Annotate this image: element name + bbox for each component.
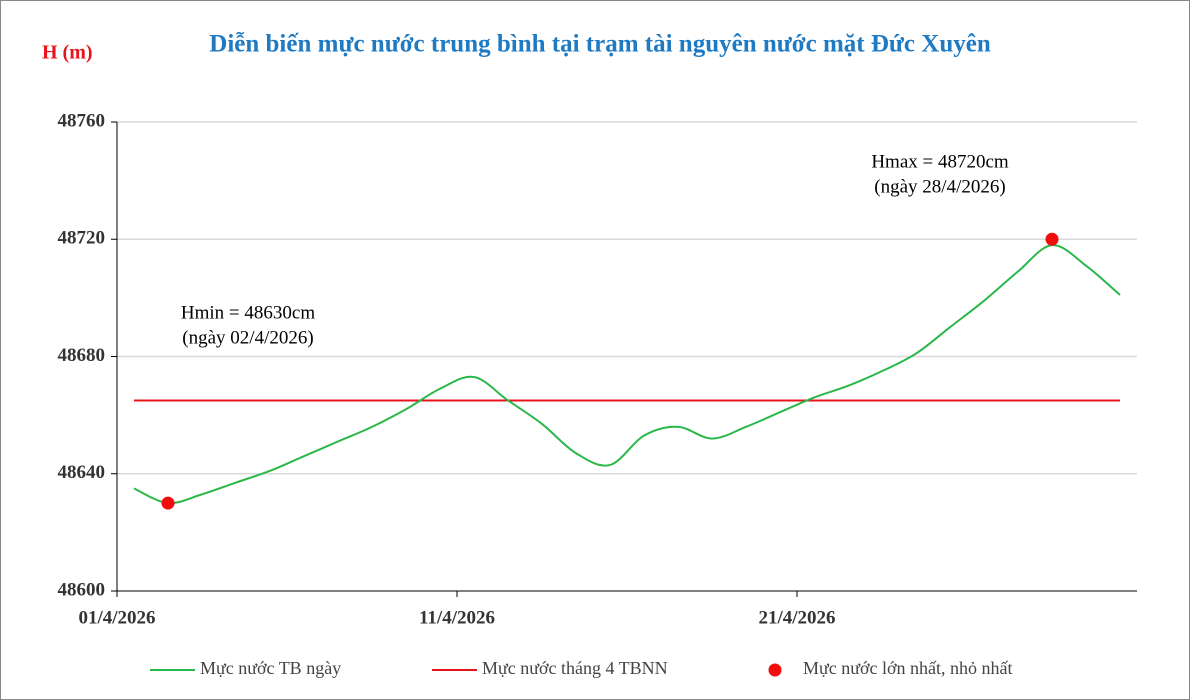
extreme-point [161,496,175,510]
y-tick-label: 48640 [58,462,106,483]
annotation: (ngày 02/4/2026) [182,327,313,348]
legend-label: Mực nước lớn nhất, nhỏ nhất [803,658,1013,678]
x-tick-label: 01/4/2026 [78,607,155,628]
chart-title: Diễn biến mực nước trung bình tại trạm t… [209,31,991,58]
y-axis-label: H (m) [42,42,93,64]
y-tick-label: 48720 [58,228,106,249]
annotation: (ngày 28/4/2026) [874,176,1005,197]
annotation: Hmin = 48630cm [181,302,315,323]
x-tick-label: 21/4/2026 [758,607,835,628]
legend-symbol [768,663,782,677]
annotation: Hmax = 48720cm [871,151,1009,172]
extreme-point [1045,232,1059,246]
x-tick-label: 11/4/2026 [419,607,495,628]
y-tick-label: 48680 [58,345,106,366]
legend-label: Mực nước tháng 4 TBNN [482,658,668,678]
y-tick-label: 48760 [58,110,106,131]
daily-line [133,244,1121,505]
legend-label: Mực nước TB ngày [200,658,341,678]
y-tick-label: 48600 [58,579,106,600]
